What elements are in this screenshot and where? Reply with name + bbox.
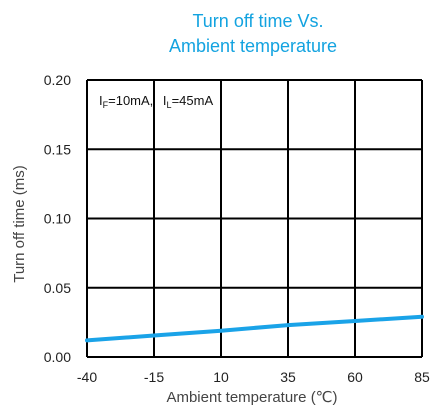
if-value: =10mA, xyxy=(108,93,153,108)
x-tick-label: 35 xyxy=(280,369,296,385)
if-symbol: I xyxy=(99,93,103,108)
x-tick-label: 60 xyxy=(347,369,363,385)
y-tick-label: 0.10 xyxy=(44,211,71,227)
chart-title-line-2: Ambient temperature xyxy=(169,36,337,56)
x-tick-label: 10 xyxy=(213,369,229,385)
y-tick-label: 0.20 xyxy=(44,72,71,88)
series-layer xyxy=(85,314,424,343)
il-value: =45mA xyxy=(172,93,214,108)
il-symbol: I xyxy=(163,93,167,108)
y-axis-label: Turn off time (ms) xyxy=(11,165,28,283)
x-tick-label: -40 xyxy=(77,369,97,385)
x-tick-label: -15 xyxy=(144,369,164,385)
if-subscript: F xyxy=(103,100,109,110)
il-subscript: L xyxy=(167,100,172,110)
y-tick-label: 0.00 xyxy=(44,349,71,365)
svg-text:IF=10mA, IL=45mA: IF=10mA, IL=45mA xyxy=(99,93,213,110)
y-tick-labels: 0.00 0.05 0.10 0.15 0.20 xyxy=(44,72,71,365)
x-tick-label: 85 xyxy=(414,369,430,385)
grid xyxy=(86,79,423,358)
y-tick-label: 0.05 xyxy=(44,280,71,296)
x-axis-label: Ambient temperature (℃) xyxy=(166,389,337,406)
condition-annotation: IF=10mA, IL=45mA xyxy=(99,93,213,110)
y-tick-label: 0.15 xyxy=(44,141,71,157)
series-line xyxy=(85,314,424,343)
x-tick-labels: -40 -15 10 35 60 85 xyxy=(77,369,430,385)
chart-title-line-1: Turn off time Vs. xyxy=(192,11,323,31)
